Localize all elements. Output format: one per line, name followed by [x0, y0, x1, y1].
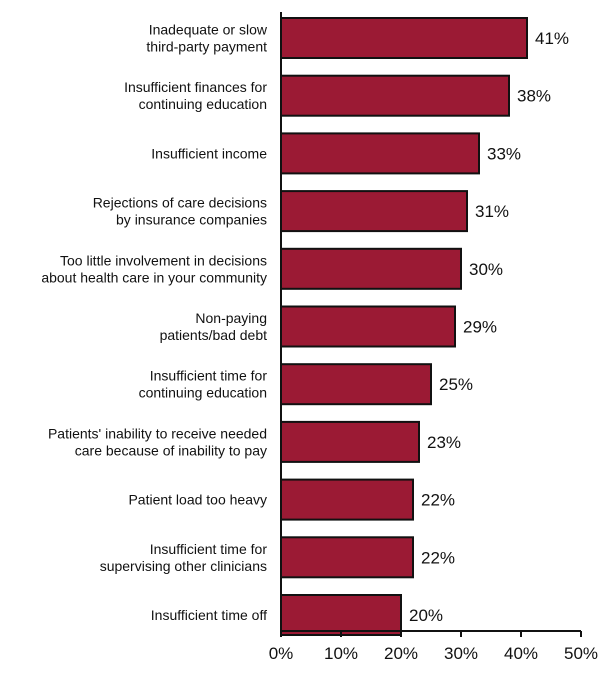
value-labels: 41% 38% 33% 31% 30% 29% 25% 23% 22% 22% 20%: [409, 29, 569, 625]
bar-2: [280, 132, 480, 175]
category-label-5-line-0: Non-paying: [195, 310, 267, 326]
value-label-3: 31%: [475, 202, 509, 221]
category-label-10-line-0: Insufficient time off: [151, 607, 267, 623]
bar-5: [280, 305, 456, 348]
bar-6: [280, 363, 432, 406]
category-label-2-line-0: Insufficient income: [151, 145, 267, 161]
category-label-9-line-0: Insufficient time for: [150, 541, 268, 557]
x-tick-label-2: 20%: [384, 644, 418, 663]
category-label-4-line-0: Too little involvement in decisions: [60, 252, 267, 268]
x-tick-label-4: 40%: [504, 644, 538, 663]
bar-10: [280, 594, 402, 636]
bar-8: [280, 478, 414, 521]
bars-layer: [280, 17, 528, 636]
value-label-1: 38%: [517, 87, 551, 106]
bar-1: [280, 74, 510, 117]
category-label-0-line-0: Inadequate or slow: [149, 22, 268, 38]
x-tick-label-0: 0%: [269, 644, 294, 663]
x-tick-label-3: 30%: [444, 644, 478, 663]
category-label-9-line-1: supervising other clinicians: [100, 558, 267, 574]
value-label-9: 22%: [421, 548, 455, 567]
bar-7: [280, 420, 420, 463]
category-label-3-line-0: Rejections of care decisions: [93, 195, 267, 211]
value-label-4: 30%: [469, 260, 503, 279]
bar-9: [280, 536, 414, 579]
value-label-10: 20%: [409, 606, 443, 625]
value-label-7: 23%: [427, 433, 461, 452]
category-label-8-line-0: Patient load too heavy: [128, 492, 267, 508]
bar-0: [280, 17, 528, 59]
category-label-1-line-0: Insufficient finances for: [124, 79, 267, 95]
bar-4: [280, 247, 462, 290]
category-label-3-line-1: by insurance companies: [116, 212, 267, 228]
value-label-0: 41%: [535, 29, 569, 48]
value-label-6: 25%: [439, 375, 473, 394]
category-label-4-line-1: about health care in your community: [41, 269, 267, 285]
category-label-6-line-1: continuing education: [139, 385, 267, 401]
axes: 0% 10% 20% 30% 40% 50%: [269, 12, 598, 663]
category-label-5-line-1: patients/bad debt: [160, 327, 268, 343]
x-tick-label-1: 10%: [324, 644, 358, 663]
value-label-5: 29%: [463, 318, 497, 337]
category-label-7-line-0: Patients' inability to receive needed: [48, 425, 267, 441]
x-tick-label-5: 50%: [564, 644, 598, 663]
value-label-2: 33%: [487, 144, 521, 163]
category-label-1-line-1: continuing education: [139, 96, 267, 112]
category-label-6-line-0: Insufficient time for: [150, 368, 268, 384]
bar-3: [280, 190, 468, 233]
category-label-7-line-1: care because of inability to pay: [75, 442, 267, 458]
category-label-0-line-1: third-party payment: [146, 39, 267, 55]
value-label-8: 22%: [421, 491, 455, 510]
